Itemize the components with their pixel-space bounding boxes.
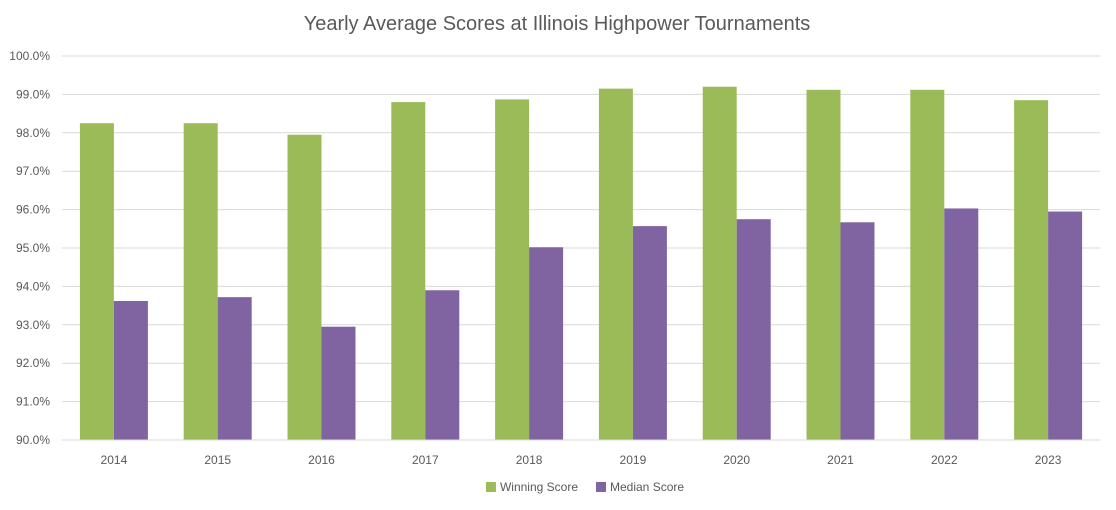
winning-score-bar: [79, 123, 114, 440]
legend-swatch: [485, 482, 496, 492]
y-axis: 90.0% 91.0% 92.0% 93.0% 94.0% 95.0% 96.0% 97.0%…: [9, 49, 50, 447]
winning-score-bar: [598, 88, 633, 440]
bars: [79, 86, 1083, 441]
x-tick-label: 2021: [827, 453, 854, 467]
y-tick-label: 93.0%: [16, 318, 50, 332]
winning-score-bar: [287, 134, 322, 440]
y-tick-label: 96.0%: [16, 203, 50, 217]
y-tick-label: 91.0%: [16, 395, 50, 409]
x-tick-label: 2022: [931, 453, 958, 467]
y-tick-label: 100.0%: [9, 49, 50, 63]
legend-swatch: [596, 482, 606, 492]
x-tick-label: 2020: [723, 453, 750, 467]
median-score-bar: [529, 247, 564, 440]
y-tick-label: 90.0%: [16, 433, 50, 447]
x-tick-label: 2018: [516, 453, 543, 467]
legend-item-winning-score: Winning Score: [485, 480, 578, 494]
legend-item-median-score: Median Score: [596, 480, 684, 494]
y-tick-label: 92.0%: [16, 356, 50, 370]
winning-score-bar: [806, 89, 841, 441]
chart-title: Yearly Average Scores at Illinois Highpo…: [304, 13, 811, 35]
winning-score-bar: [495, 99, 530, 440]
x-axis: 2014 2015 2016 2017 2018 2019 2020 2021 2022 2023: [62, 439, 1100, 467]
median-score-bar: [113, 300, 148, 440]
x-tick-label: 2019: [620, 453, 647, 467]
winning-score-bar: [391, 102, 426, 440]
y-tick-label: 95.0%: [16, 241, 50, 255]
median-score-bar: [321, 326, 356, 440]
y-tick-label: 94.0%: [16, 279, 50, 293]
median-score-bar: [632, 226, 667, 440]
winning-score-bar: [910, 89, 945, 441]
x-tick-label: 2014: [101, 453, 128, 467]
median-score-bar: [944, 208, 979, 440]
legend: Winning Score Median Score: [485, 480, 684, 494]
x-tick-label: 2023: [1035, 453, 1062, 467]
x-tick-label: 2017: [412, 453, 439, 467]
winning-score-bar: [702, 86, 737, 440]
median-score-bar: [1048, 211, 1083, 440]
y-tick-label: 98.0%: [16, 126, 50, 140]
median-score-bar: [425, 290, 460, 440]
x-tick-label: 2015: [204, 453, 231, 467]
legend-label: Winning Score: [500, 480, 578, 494]
winning-score-bar: [1014, 100, 1049, 440]
median-score-bar: [840, 222, 875, 440]
median-score-bar: [736, 219, 771, 440]
y-tick-label: 99.0%: [16, 87, 50, 101]
winning-score-bar: [183, 123, 218, 440]
median-score-bar: [217, 297, 252, 440]
legend-label: Median Score: [610, 480, 684, 494]
x-tick-label: 2016: [308, 453, 335, 467]
y-tick-label: 97.0%: [16, 164, 50, 178]
